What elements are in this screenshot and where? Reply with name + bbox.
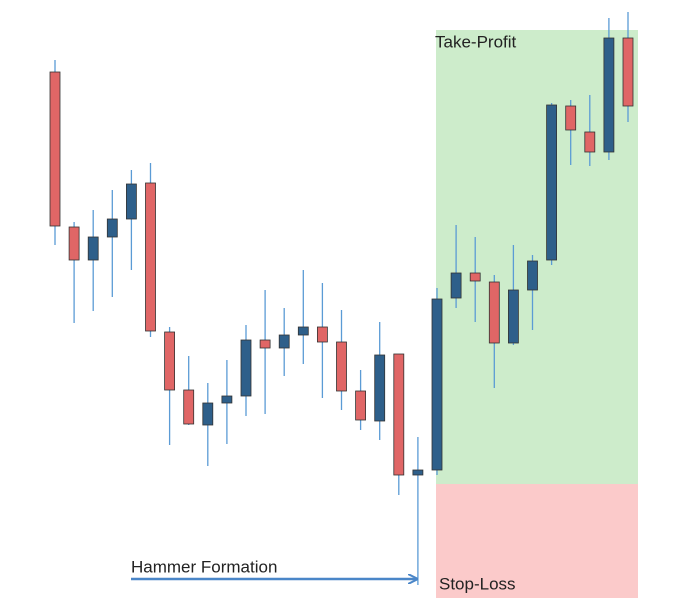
candle-body: [393, 353, 405, 476]
zone-label: Take-Profit: [435, 32, 517, 51]
candle-body: [316, 326, 328, 343]
candle-body: [49, 71, 61, 227]
zone-label: Stop-Loss: [439, 574, 516, 593]
candle-body: [565, 105, 577, 131]
candle-body: [183, 389, 195, 425]
candle-body: [202, 402, 214, 426]
candle-body: [546, 104, 557, 261]
candle-body: [297, 326, 309, 336]
candle-body: [106, 218, 118, 238]
candle-body: [374, 354, 386, 422]
candle-body: [221, 395, 233, 404]
candles: [49, 12, 634, 585]
candle-body: [527, 260, 538, 291]
candle-body: [87, 236, 99, 261]
zone: [436, 484, 638, 598]
candle-body: [469, 272, 481, 282]
candle-body: [488, 281, 500, 344]
candle-body: [450, 272, 462, 299]
candle-body: [278, 334, 290, 349]
candle-body: [603, 37, 615, 153]
candle-body: [622, 37, 634, 107]
candle-body: [412, 469, 424, 476]
candle-body: [68, 226, 80, 261]
annotation: Hammer Formation: [131, 557, 277, 576]
candle-body: [431, 298, 443, 471]
candle-body: [584, 131, 596, 153]
candle-body: [259, 339, 271, 349]
candle-body: [507, 289, 519, 344]
candle-body: [336, 341, 347, 392]
candle-body: [126, 183, 137, 220]
candle-body: [145, 182, 156, 332]
candle-body: [164, 331, 176, 391]
candle-body: [240, 339, 252, 397]
candle-body: [355, 390, 367, 421]
